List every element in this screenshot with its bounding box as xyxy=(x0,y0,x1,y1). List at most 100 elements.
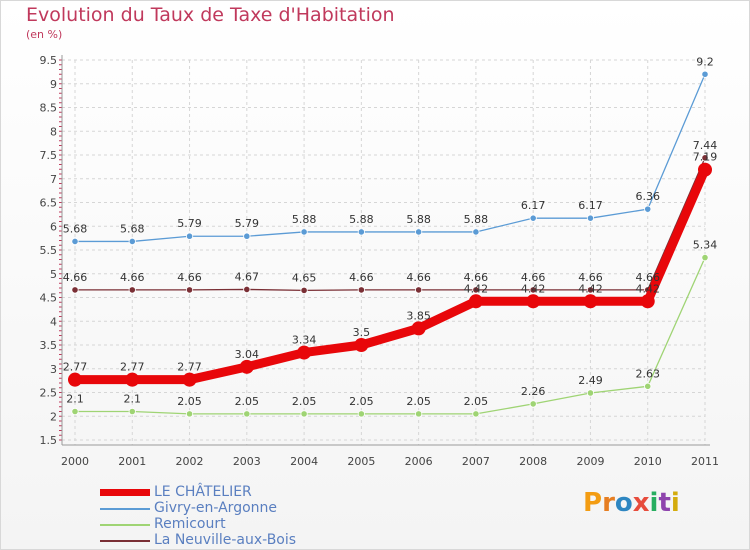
legend-label: La Neuville-aux-Bois xyxy=(154,532,297,548)
data-point xyxy=(357,228,365,236)
data-label: 7.19 xyxy=(693,151,718,164)
data-label: 4.66 xyxy=(521,271,546,284)
y-tick-label: 6.5 xyxy=(40,197,58,210)
data-point xyxy=(583,294,598,309)
x-tick-label: 2000 xyxy=(61,455,89,468)
logo-letter: i xyxy=(670,488,680,518)
y-tick-label: 5 xyxy=(50,268,57,281)
y-tick-label: 7 xyxy=(50,173,57,186)
data-point xyxy=(182,372,197,387)
data-point xyxy=(300,228,308,236)
data-point xyxy=(586,214,595,222)
data-point xyxy=(411,321,426,336)
data-label: 4.66 xyxy=(578,271,603,284)
data-point xyxy=(243,232,251,240)
logo-letter: i xyxy=(649,488,659,518)
data-label: 3.85 xyxy=(406,309,431,322)
data-point xyxy=(468,294,483,309)
data-point xyxy=(472,286,480,294)
data-label: 4.42 xyxy=(464,282,489,295)
data-point xyxy=(415,410,423,418)
legend-label: LE CHÂTELIER xyxy=(154,484,252,500)
data-label: 5.79 xyxy=(235,217,260,230)
data-point xyxy=(300,410,308,418)
data-label: 6.36 xyxy=(635,190,660,203)
x-tick-label: 2009 xyxy=(576,455,604,468)
series-line xyxy=(70,165,710,385)
series-line xyxy=(74,157,706,292)
y-tick-label: 8.5 xyxy=(40,102,58,115)
y-tick-label: 2.5 xyxy=(40,387,58,400)
data-label: 6.17 xyxy=(521,199,546,212)
legend-label: Givry-en-Argonne xyxy=(154,500,277,516)
data-label: 4.66 xyxy=(635,271,660,284)
x-tick-label: 2008 xyxy=(519,455,547,468)
data-point xyxy=(185,410,194,418)
x-tick-label: 2002 xyxy=(176,455,204,468)
y-tick-label: 9 xyxy=(50,78,57,91)
y-tick-label: 6 xyxy=(50,220,57,233)
data-label: 4.66 xyxy=(464,271,489,284)
logo-letter: x xyxy=(632,488,650,518)
y-tick-label: 5.5 xyxy=(40,244,58,257)
data-point xyxy=(300,286,308,294)
data-label: 5.88 xyxy=(406,213,431,226)
data-point xyxy=(357,410,365,418)
data-point xyxy=(529,286,537,294)
x-tick-label: 2006 xyxy=(405,455,433,468)
data-label: 4.66 xyxy=(349,271,374,284)
x-tick-label: 2001 xyxy=(118,455,146,468)
data-label: 2.1 xyxy=(124,393,142,406)
data-label: 4.66 xyxy=(120,271,145,284)
data-point xyxy=(701,154,709,162)
data-point xyxy=(701,254,709,262)
data-point xyxy=(415,228,423,236)
data-label: 5.68 xyxy=(63,222,88,235)
legend-swatch xyxy=(100,524,150,526)
data-label: 2.05 xyxy=(464,395,489,408)
logo-letter: o xyxy=(614,488,633,518)
data-point xyxy=(71,407,79,416)
data-point xyxy=(71,237,79,246)
data-label: 2.26 xyxy=(521,385,546,398)
y-tick-label: 4 xyxy=(50,315,57,328)
data-point xyxy=(185,286,194,294)
data-point xyxy=(71,286,79,294)
data-label: 2.05 xyxy=(177,395,202,408)
data-label: 2.63 xyxy=(635,367,660,380)
chart-title: Evolution du Taux de Taxe d'Habitation xyxy=(26,4,395,26)
data-label: 7.44 xyxy=(693,139,718,152)
legend-label: Remicourt xyxy=(154,516,226,532)
data-label: 5.88 xyxy=(349,213,374,226)
data-point xyxy=(698,162,712,177)
y-tick-label: 8 xyxy=(50,125,57,138)
data-label: 2.77 xyxy=(120,361,145,374)
data-label: 2.05 xyxy=(349,395,374,408)
data-point xyxy=(354,338,369,352)
data-point xyxy=(586,389,595,397)
data-point xyxy=(529,400,537,408)
data-label: 2.77 xyxy=(177,361,202,374)
data-label: 5.34 xyxy=(693,239,718,252)
data-point xyxy=(357,286,365,294)
data-point xyxy=(128,286,136,294)
data-point xyxy=(644,205,652,213)
data-label: 4.66 xyxy=(63,271,88,284)
legend-swatch xyxy=(100,540,150,542)
data-label: 3.04 xyxy=(235,348,260,361)
y-tick-label: 2 xyxy=(50,410,57,423)
data-label: 2.49 xyxy=(578,374,603,387)
data-point xyxy=(243,410,251,418)
x-tick-label: 2010 xyxy=(634,455,662,468)
data-point xyxy=(297,345,312,360)
y-tick-label: 3.5 xyxy=(40,339,58,352)
data-label: 2.1 xyxy=(66,393,84,406)
logo-letter: t xyxy=(658,488,671,518)
data-point xyxy=(128,237,136,246)
data-point xyxy=(68,372,82,387)
data-point xyxy=(586,286,595,294)
series-line xyxy=(74,256,706,415)
x-tick-label: 2003 xyxy=(233,455,261,468)
